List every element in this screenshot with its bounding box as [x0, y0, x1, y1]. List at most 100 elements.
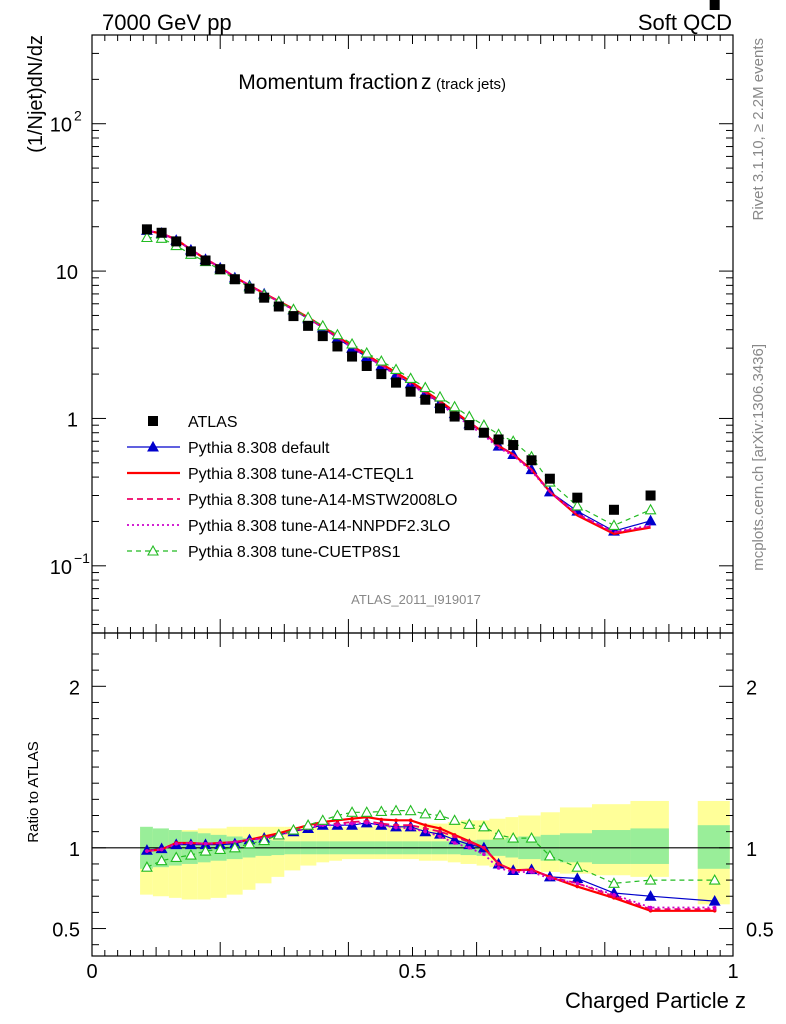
- x-tick-label: 0.5: [399, 961, 427, 983]
- ratio-y-tick-label-right: 2: [746, 677, 757, 699]
- main-y-tick-exponent: −1: [74, 550, 90, 566]
- ratio-series-point: [408, 818, 413, 823]
- main-y-tick-label: 10: [50, 115, 72, 137]
- ratio-series-point: [379, 817, 384, 822]
- ratio-series-point: [571, 861, 584, 872]
- ratio-series-point: [575, 884, 580, 889]
- atlas-data-point: [449, 411, 460, 422]
- main-series-point: [608, 519, 620, 530]
- ratio-series-point: [423, 826, 428, 831]
- main-y-tick-exponent: 2: [74, 108, 82, 124]
- ratio-series-point: [159, 847, 164, 852]
- x-tick-label: 0: [86, 961, 97, 983]
- main-series-point: [463, 410, 476, 422]
- ratio-series-point: [390, 804, 402, 816]
- atlas-data-point: [200, 255, 211, 266]
- ratio-series-point: [350, 821, 354, 826]
- ratio-inner-band: [630, 828, 669, 864]
- ratio-series-point: [448, 814, 461, 825]
- atlas-data-point: [156, 227, 167, 238]
- atlas-data-point: [361, 360, 372, 371]
- ratio-series-point: [189, 841, 193, 845]
- atlas-data-point: [244, 283, 255, 294]
- ratio-series-point: [218, 841, 222, 845]
- ratio-series-point: [492, 828, 505, 840]
- main-series-line: [146, 229, 651, 533]
- ratio-series-point: [140, 861, 153, 872]
- ratio-series-point: [394, 825, 398, 830]
- atlas-data-point: [709, 0, 720, 10]
- atlas-data-point: [332, 341, 343, 352]
- main-y-tick-label: 10: [56, 262, 78, 284]
- ratio-series-point: [511, 870, 516, 874]
- atlas-data-point: [171, 236, 182, 247]
- main-series-point: [448, 400, 461, 412]
- ratio-y-axis-label: Ratio to ATLAS: [25, 741, 42, 842]
- ratio-series-point: [272, 828, 285, 840]
- ratio-series-line: [146, 821, 715, 909]
- ratio-y-tick-label-left: 2: [69, 677, 80, 699]
- main-series-point: [404, 372, 417, 383]
- ratio-series-point: [496, 866, 501, 870]
- atlas-data-point: [645, 490, 656, 501]
- ratio-series-point: [155, 854, 168, 866]
- ratio-series-point: [170, 851, 183, 863]
- ratio-series-point: [145, 849, 149, 853]
- ratio-series-point: [243, 837, 256, 849]
- atlas-data-point: [608, 504, 619, 515]
- ratio-series-point: [477, 820, 490, 832]
- main-series-point: [316, 319, 329, 331]
- ratio-plot-panel: 0.5 0.5 1 1 2 2 0 0.5 1 Ratio to ATLAS Charged P…: [25, 632, 774, 1013]
- ratio-series-point: [708, 894, 721, 906]
- atlas-data-point: [405, 386, 416, 397]
- ratio-series-point: [467, 845, 472, 850]
- legend-entry-label: Pythia 8.308 tune-A14-NNPDF2.3LO: [188, 518, 450, 535]
- ratio-uncertainty-bands: [92, 800, 733, 905]
- ratio-series-point: [644, 873, 657, 885]
- main-series-point: [390, 363, 402, 375]
- ratio-series-point: [258, 834, 271, 846]
- atlas-data-point: [391, 377, 402, 388]
- ratio-series-point: [543, 849, 556, 861]
- ratio-series-point: [467, 840, 472, 844]
- category-label: Soft QCD: [638, 10, 732, 35]
- ratio-series-point: [360, 806, 373, 817]
- analysis-label: ATLAS_2011_I919017: [351, 592, 481, 607]
- ratio-series-point: [644, 890, 657, 901]
- rivet-version-label: Rivet 3.1.10, ≥ 2.2M events: [750, 38, 767, 221]
- ratio-series-point: [419, 807, 432, 819]
- ratio-series-point: [394, 818, 398, 823]
- ratio-series-point: [423, 823, 428, 827]
- ratio-y-tick-label-right: 0.5: [746, 920, 774, 942]
- main-y-tick-label: 1: [67, 409, 78, 431]
- atlas-data-point: [185, 246, 196, 257]
- ratio-series-point: [214, 843, 227, 854]
- ratio-series-point: [335, 823, 340, 827]
- ratio-frame: [91, 632, 734, 957]
- legend-marker: [147, 440, 159, 452]
- ratio-series-point: [174, 841, 179, 846]
- ratio-series-point: [496, 862, 501, 866]
- main-series-point: [375, 354, 388, 366]
- atlas-data-point: [229, 274, 240, 285]
- ratio-series-point: [287, 823, 300, 835]
- ratio-series-point: [408, 826, 413, 831]
- ratio-series-point: [375, 805, 388, 817]
- ratio-series-point: [482, 852, 486, 857]
- x-tick-label: 1: [727, 961, 738, 983]
- main-series-point: [155, 232, 168, 243]
- main-series-point: [644, 503, 657, 515]
- ratio-inner-band: [697, 825, 730, 869]
- ratio-series-point: [438, 826, 442, 831]
- ratio-series-point: [529, 870, 534, 874]
- ratio-series-point: [364, 820, 369, 825]
- main-series-group: [140, 0, 720, 536]
- atlas-data-point: [478, 427, 489, 438]
- ratio-series-point: [350, 816, 354, 821]
- ratio-inner-band: [591, 830, 631, 864]
- legend-entry-label: Pythia 8.308 tune-A14-MSTW2008LO: [188, 492, 457, 509]
- ratio-series-point: [712, 905, 717, 910]
- ratio-series-point: [708, 873, 721, 885]
